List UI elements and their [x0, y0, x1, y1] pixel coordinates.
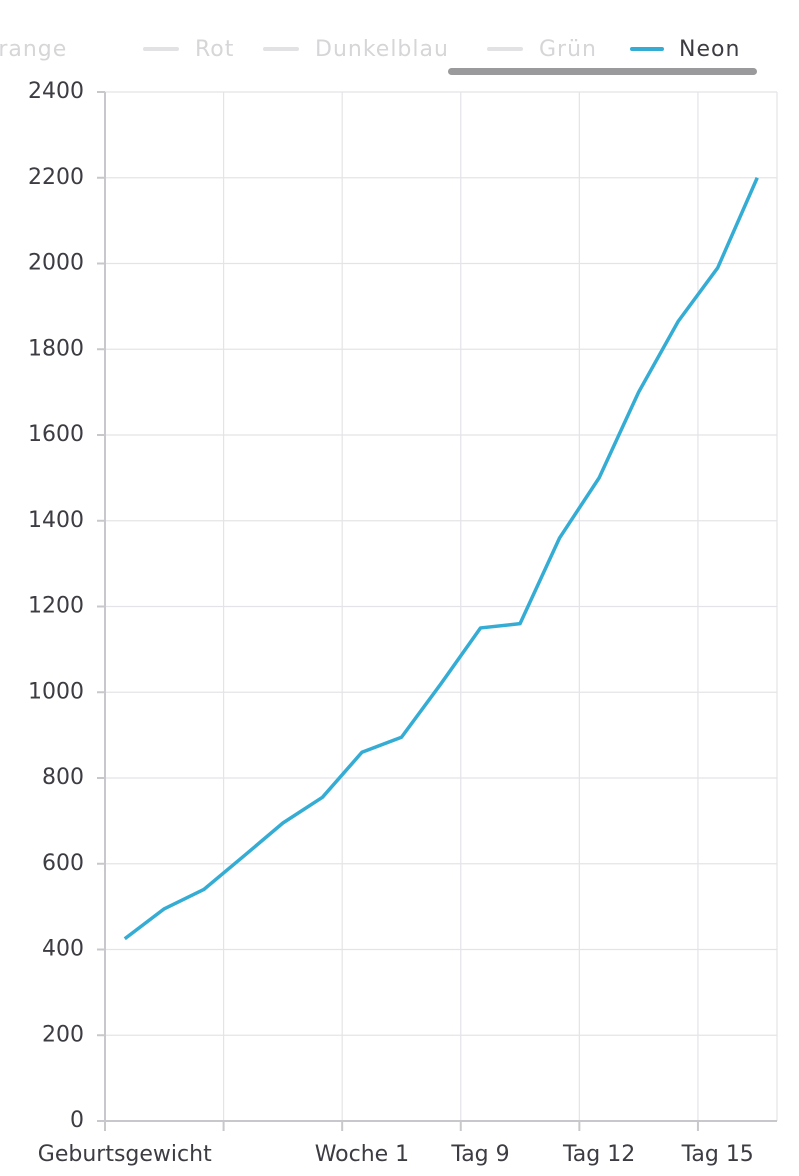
x-tick-label: Tag 12	[562, 1142, 635, 1167]
data-line	[123, 177, 759, 941]
y-tick-label: 200	[42, 1022, 84, 1047]
y-tick-label: 1400	[28, 508, 84, 533]
x-tick-label: Tag 9	[450, 1142, 509, 1167]
y-tick-label: 2000	[28, 251, 84, 276]
legend-label[interactable]: Neon	[679, 37, 740, 62]
y-tick-label: 1800	[28, 336, 84, 361]
y-tick-label: 600	[42, 851, 84, 876]
legend-label[interactable]: Rot	[195, 37, 234, 62]
y-tick-label: 1600	[28, 422, 84, 447]
x-tick-label: Tag 15	[681, 1142, 754, 1167]
legend-label[interactable]: Dunkelblau	[315, 37, 449, 62]
legend-label[interactable]: Grün	[539, 37, 597, 62]
legend-scrollbar	[448, 68, 757, 75]
y-tick-label: 2400	[28, 79, 84, 104]
y-tick-label: 800	[42, 765, 84, 790]
y-tick-label: 400	[42, 937, 84, 962]
x-tick-label: Woche 1	[315, 1142, 410, 1167]
x-tick-label: Geburtsgewicht	[38, 1142, 212, 1167]
y-tick-label: 1200	[28, 594, 84, 619]
y-tick-label: 2200	[28, 165, 84, 190]
legend-label[interactable]: Orange	[0, 37, 67, 62]
y-tick-label: 0	[70, 1108, 84, 1133]
y-tick-label: 1000	[28, 679, 84, 704]
